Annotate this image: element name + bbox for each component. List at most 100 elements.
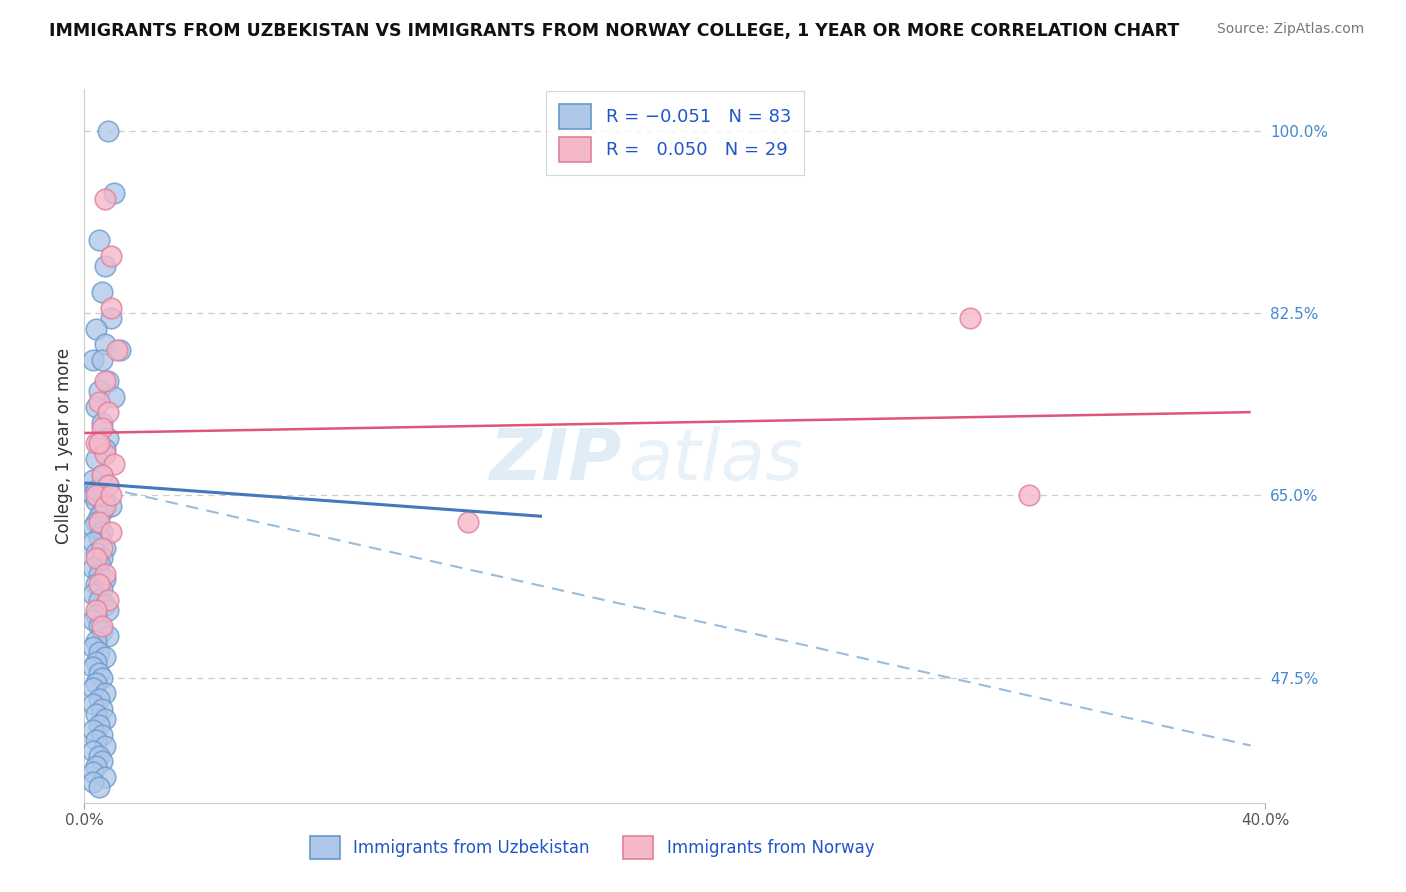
Point: [94, 598, 117, 612]
Point: [91, 624, 114, 638]
Point: [89, 509, 111, 524]
Point: [94, 770, 117, 784]
Point: [84, 634, 107, 648]
Point: [91, 618, 114, 632]
Point: [103, 390, 125, 404]
Point: [89, 483, 111, 498]
Point: [89, 592, 111, 607]
Point: [91, 702, 114, 716]
Y-axis label: College, 1 year or more: College, 1 year or more: [55, 348, 73, 544]
Point: [89, 748, 111, 763]
Point: [108, 343, 131, 357]
Point: [82, 640, 104, 654]
Point: [100, 499, 122, 513]
Point: [84, 546, 107, 560]
Point: [100, 524, 122, 539]
Point: [82, 744, 104, 758]
Point: [84, 436, 107, 450]
Point: [94, 649, 117, 664]
Point: [82, 681, 104, 696]
Point: [84, 322, 107, 336]
Point: [84, 515, 107, 529]
Point: [94, 499, 117, 513]
Point: [91, 421, 114, 435]
Point: [91, 541, 114, 555]
Point: [89, 515, 111, 529]
Point: [82, 535, 104, 549]
Point: [959, 311, 981, 326]
Text: IMMIGRANTS FROM UZBEKISTAN VS IMMIGRANTS FROM NORWAY COLLEGE, 1 YEAR OR MORE COR: IMMIGRANTS FROM UZBEKISTAN VS IMMIGRANTS…: [49, 22, 1180, 40]
Point: [89, 394, 111, 409]
Point: [84, 452, 107, 467]
Point: [84, 759, 107, 773]
Point: [94, 686, 117, 700]
Point: [100, 488, 122, 502]
Text: atlas: atlas: [627, 425, 803, 495]
Point: [94, 374, 117, 388]
Point: [91, 551, 114, 566]
Point: [91, 467, 114, 482]
Point: [84, 577, 107, 591]
Point: [94, 541, 117, 555]
Point: [84, 603, 107, 617]
Point: [89, 233, 111, 247]
Point: [94, 447, 117, 461]
Point: [89, 717, 111, 731]
Point: [91, 416, 114, 430]
Point: [84, 707, 107, 722]
Point: [82, 775, 104, 789]
Point: [89, 780, 111, 794]
Point: [100, 249, 122, 263]
Point: [91, 754, 114, 768]
Point: [103, 186, 125, 201]
Point: [97, 478, 120, 492]
Point: [89, 618, 111, 632]
Point: [97, 629, 120, 643]
Point: [91, 524, 114, 539]
Point: [100, 301, 122, 315]
Point: [84, 608, 107, 623]
Point: [84, 551, 107, 566]
Point: [97, 603, 120, 617]
Point: [89, 577, 111, 591]
Point: [91, 728, 114, 742]
Point: [82, 614, 104, 628]
Point: [84, 488, 107, 502]
Point: [91, 353, 114, 368]
Text: ZIP: ZIP: [489, 425, 621, 495]
Point: [82, 520, 104, 534]
Point: [82, 587, 104, 601]
Point: [82, 660, 104, 674]
Point: [94, 337, 117, 351]
Point: [84, 655, 107, 669]
Point: [84, 733, 107, 747]
Point: [91, 285, 114, 300]
Point: [82, 723, 104, 737]
Point: [97, 431, 120, 445]
Point: [97, 405, 120, 419]
Point: [103, 457, 125, 471]
Point: [94, 493, 117, 508]
Point: [82, 473, 104, 487]
Point: [97, 592, 120, 607]
Point: [91, 671, 114, 685]
Point: [82, 697, 104, 711]
Point: [89, 645, 111, 659]
Point: [89, 530, 111, 544]
Point: [84, 483, 107, 498]
Point: [94, 192, 117, 206]
Point: [82, 561, 104, 575]
Point: [89, 436, 111, 450]
Point: [84, 676, 107, 690]
Point: [82, 764, 104, 779]
Point: [105, 343, 128, 357]
Point: [89, 665, 111, 680]
Point: [89, 691, 111, 706]
Point: [84, 400, 107, 414]
Point: [97, 374, 120, 388]
Point: [91, 504, 114, 518]
Point: [94, 713, 117, 727]
Point: [89, 384, 111, 399]
Point: [91, 582, 114, 597]
Point: [94, 442, 117, 456]
